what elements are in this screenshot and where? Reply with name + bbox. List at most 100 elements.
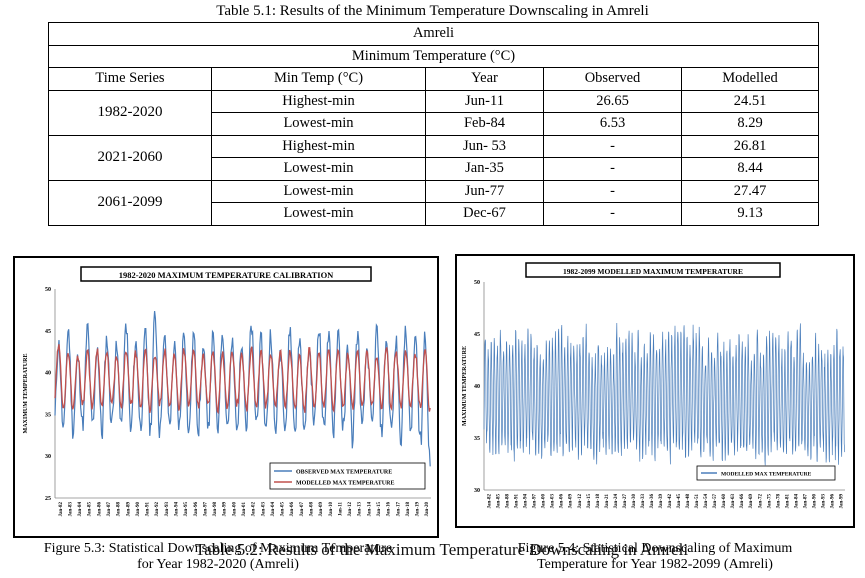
cell: 27.47	[681, 179, 819, 203]
x-tick-label: Jan-51	[695, 494, 700, 509]
x-tick-label: Jan-17	[396, 502, 401, 517]
col-header: Year	[425, 67, 544, 91]
x-tick-label: Jan-99	[223, 502, 228, 517]
cell: Jun-11	[425, 89, 544, 113]
col-header: Min Temp (°C)	[211, 67, 426, 91]
x-tick-label: Jan-84	[78, 502, 83, 517]
x-tick-label: Jan-13	[358, 502, 363, 517]
y-tick-label: 40	[45, 371, 51, 377]
x-tick-label: Jan-97	[203, 502, 208, 517]
x-tick-label: Jan-89	[126, 502, 131, 517]
time-series-cell: 1982-2020	[48, 89, 212, 136]
x-tick-label: Jan-08	[309, 502, 314, 517]
legend-label: MODELLED MAX TEMPERATURE	[296, 481, 394, 487]
x-tick-label: Jan-87	[803, 494, 808, 509]
cell: Lowest-min	[211, 112, 426, 136]
time-series-cell: 2021-2060	[48, 134, 212, 181]
x-tick-label: Jan-03	[261, 502, 266, 517]
y-tick-label: 45	[474, 332, 480, 338]
x-tick-label: Jan-01	[242, 502, 247, 517]
table-row: 2021-2060 Highest-min Jun- 53 - 26.81	[48, 134, 819, 181]
x-tick-label: Jan-27	[623, 494, 628, 509]
x-tick-label: Jan-72	[758, 494, 763, 509]
x-tick-label: Jan-09	[569, 494, 574, 509]
x-tick-label: Jan-24	[614, 494, 619, 509]
x-tick-label: Jan-91	[146, 502, 151, 517]
col-header: Modelled	[681, 67, 819, 91]
right-caption-line-1: Figure 5.4: Statistical Downscaling of M…	[517, 541, 793, 556]
x-tick-label: Jan-60	[722, 494, 727, 509]
x-tick-label: Jan-78	[776, 494, 781, 509]
y-tick-label: 50	[45, 287, 51, 293]
overlay-table-caption: Table 5.2: Results of the Maximum Temper…	[195, 540, 689, 559]
table-row: Lowest-min Jan-35 - 8.44	[49, 157, 819, 181]
calibration-chart: 1982-2020 MAXIMUM TEMPERATURE CALIBRATIO…	[23, 266, 431, 517]
cell: 26.81	[681, 134, 819, 158]
x-tick-label: Jan-82	[488, 494, 493, 509]
y-tick-label: 25	[45, 496, 51, 502]
x-tick-label: Jan-86	[97, 502, 102, 517]
y-axis-label: MAXIMUM TEMPERATURE	[462, 346, 468, 426]
cell: Lowest-min	[211, 202, 426, 226]
x-tick-label: Jan-98	[213, 502, 218, 517]
x-tick-label: Jan-88	[506, 494, 511, 509]
x-tick-label: Jan-42	[668, 494, 673, 509]
y-tick-label: 45	[45, 329, 51, 335]
x-tick-label: Jan-93	[821, 494, 826, 509]
x-tick-label: Jan-94	[175, 502, 180, 517]
x-tick-label: Jan-85	[88, 502, 93, 517]
x-tick-label: Jan-48	[686, 494, 691, 509]
cell: 6.53	[543, 112, 682, 136]
x-tick-label: Jan-03	[551, 494, 556, 509]
legend-label: OBSERVED MAX TEMPERATURE	[296, 470, 392, 476]
x-tick-label: Jan-92	[155, 502, 160, 517]
x-tick-label: Jan-00	[542, 494, 547, 509]
x-tick-label: Jan-95	[184, 502, 189, 517]
x-tick-label: Jan-18	[406, 502, 411, 517]
x-tick-label: Jan-96	[194, 502, 199, 517]
x-tick-label: Jan-12	[348, 502, 353, 517]
x-tick-label: Jan-88	[117, 502, 122, 517]
x-tick-label: Jan-54	[704, 494, 709, 509]
cell: Dec-67	[425, 202, 544, 226]
col-header: Observed	[543, 67, 682, 91]
x-tick-label: Jan-15	[587, 494, 592, 509]
chart-title-box	[525, 262, 781, 278]
y-tick-label: 35	[45, 412, 51, 418]
cell: Jun- 53	[425, 134, 544, 158]
cell: -	[543, 157, 682, 181]
x-tick-label: Jan-02	[252, 502, 257, 517]
time-series-cell: 2061-2099	[48, 179, 212, 226]
table-location: Amreli	[48, 22, 819, 46]
x-tick-label: Jan-90	[136, 502, 141, 517]
left-caption-line-1: Figure 5.3: Statistical Downscaling of M…	[43, 541, 393, 556]
x-tick-label: Jan-15	[377, 502, 382, 517]
right-caption-line-2: Temperature for Year 1982-2099 (Amreli)	[537, 557, 773, 572]
cell: -	[543, 179, 682, 203]
x-tick-label: Jan-45	[677, 494, 682, 509]
cell: Jan-35	[425, 157, 544, 181]
cell: Feb-84	[425, 112, 544, 136]
table-row: 2061-2099 Lowest-min Jun-77 - 27.47	[48, 179, 819, 226]
x-tick-label: Jan-09	[319, 502, 324, 517]
series-line-modelled	[54, 344, 431, 415]
x-tick-label: Jan-05	[281, 502, 286, 517]
table-row: 1982-2020 Highest-min Jun-11 26.65 24.51	[48, 89, 819, 136]
x-tick-label: Jan-10	[329, 502, 334, 517]
table-subtitle: Minimum Temperature (°C)	[48, 44, 819, 68]
chart-title: 1982-2099 MODELLED MAXIMUM TEMPERATURE	[563, 267, 743, 276]
legend-box	[269, 462, 426, 490]
x-tick-label: Jan-57	[713, 494, 718, 509]
x-tick-label: Jan-82	[59, 502, 64, 517]
x-tick-label: Jan-00	[232, 502, 237, 517]
cell: -	[543, 202, 682, 226]
x-tick-label: Jan-91	[515, 494, 520, 509]
table-row: Lowest-min Feb-84 6.53 8.29	[49, 112, 819, 136]
x-tick-label: Jan-14	[367, 502, 372, 517]
x-tick-label: Jan-94	[524, 494, 529, 509]
cell: 8.29	[681, 112, 819, 136]
x-tick-label: Jan-39	[659, 494, 664, 509]
x-tick-label: Jan-21	[605, 494, 610, 509]
right-figure-caption: Figure 5.4: Statistical Downscaling of M…	[455, 541, 855, 573]
x-tick-label: Jan-63	[731, 494, 736, 509]
